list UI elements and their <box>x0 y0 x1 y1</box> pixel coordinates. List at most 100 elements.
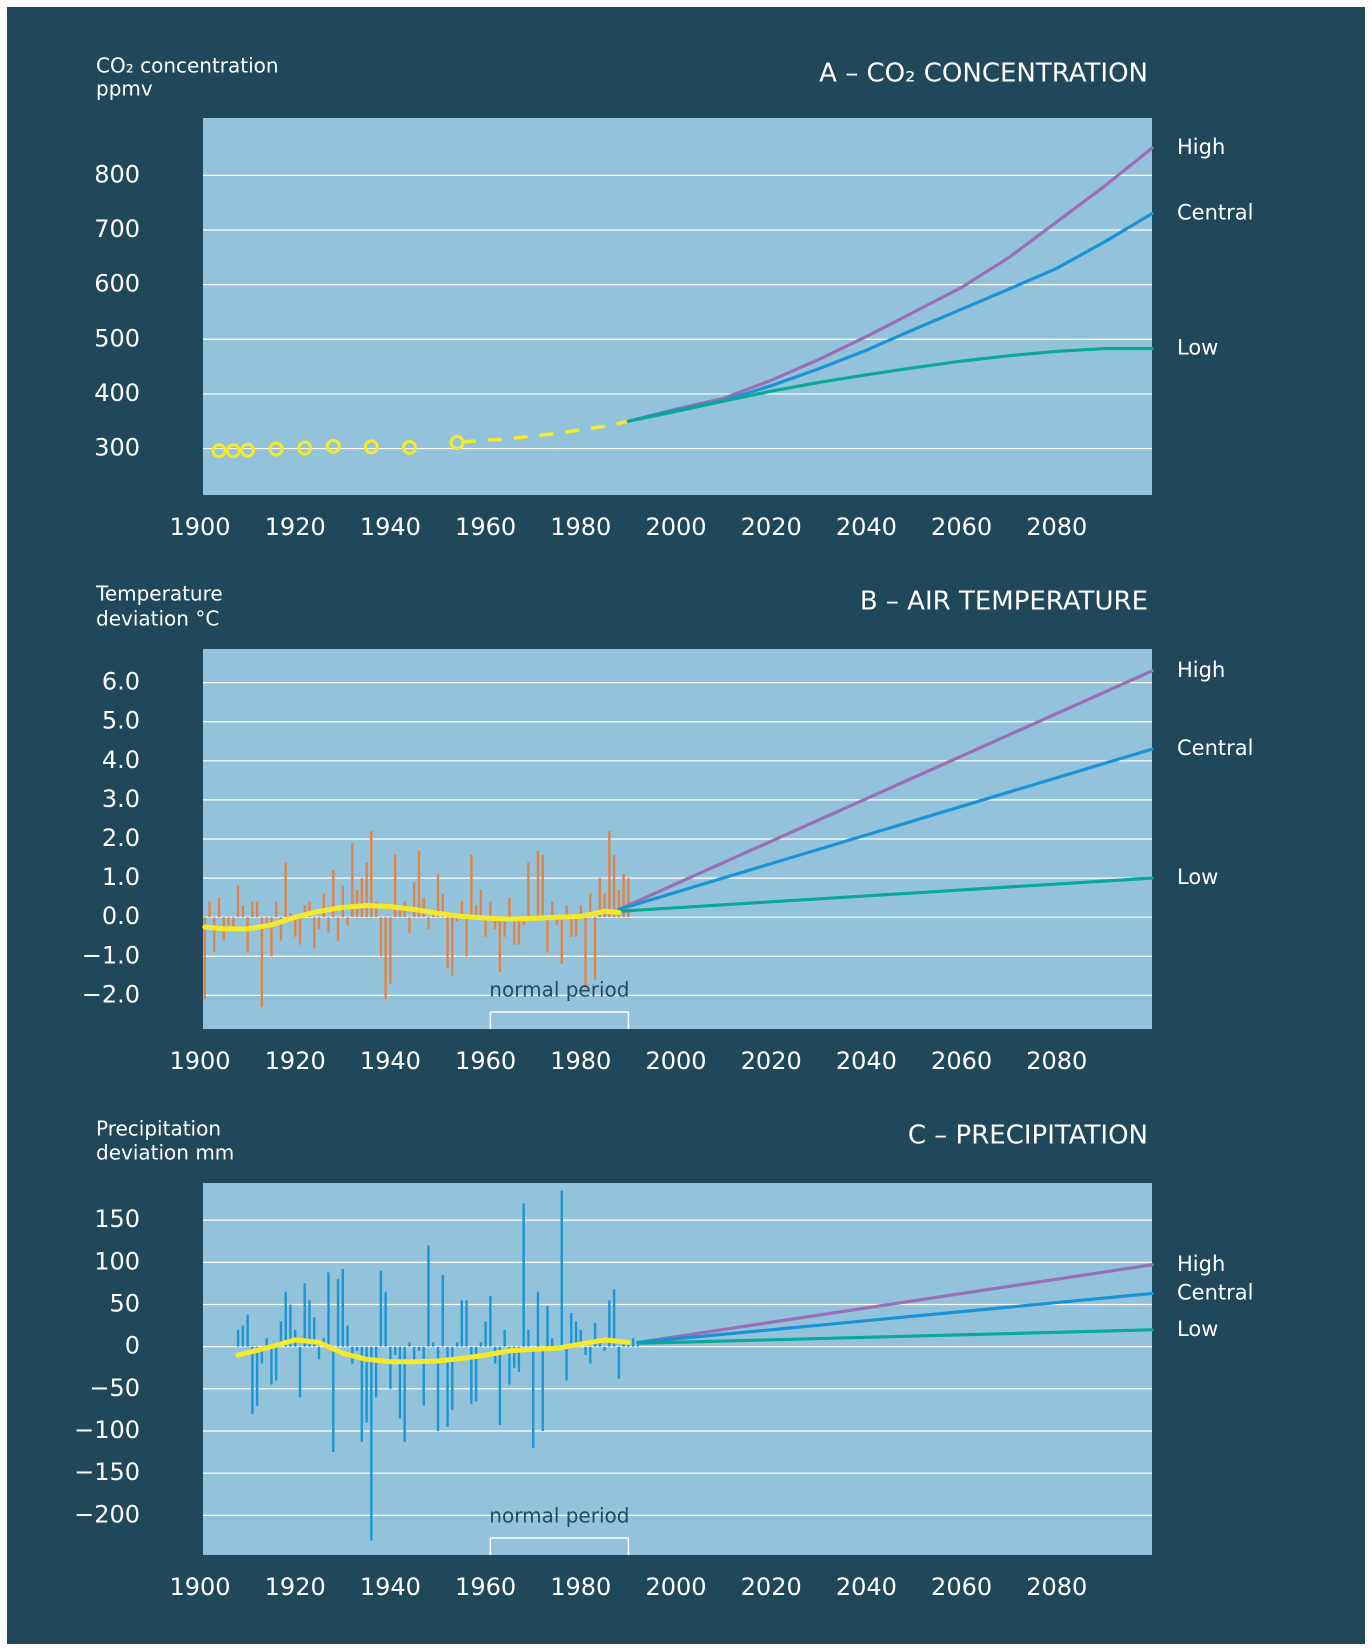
observation-bar <box>255 901 259 918</box>
observation-bar <box>417 1346 421 1351</box>
observation-bar <box>465 917 468 957</box>
y-tick-label: −150 <box>74 1458 140 1486</box>
observation-bar <box>355 1346 359 1351</box>
x-tick-label: 2020 <box>741 1573 802 1601</box>
observation-bar <box>203 917 206 1000</box>
observation-bar <box>627 878 630 918</box>
panel-title: C – PRECIPITATION <box>908 1121 1148 1151</box>
observation-bar <box>536 1291 540 1347</box>
scenario-line <box>617 747 1154 911</box>
observation-bar <box>517 1346 521 1372</box>
observation-point <box>297 440 313 456</box>
x-tick-label: 2080 <box>1026 1047 1087 1075</box>
observation-bar <box>479 1342 483 1347</box>
observation-bar <box>236 885 240 918</box>
observation-point <box>211 443 227 459</box>
observation-bar <box>570 1312 573 1347</box>
observation-bar <box>393 854 397 918</box>
x-tick-label: 2000 <box>645 513 706 541</box>
panel-title: B – AIR TEMPERATURE <box>860 587 1148 617</box>
x-tick-label: 2060 <box>931 513 992 541</box>
observation-bar <box>374 901 378 918</box>
x-tick-label: 2040 <box>836 1047 897 1075</box>
observation-bar <box>260 1346 264 1364</box>
observation-bar <box>579 905 582 918</box>
observation-bar <box>460 901 463 918</box>
x-tick-label: 2020 <box>741 513 802 541</box>
observation-bar <box>479 889 483 918</box>
observation-bar <box>555 917 559 926</box>
x-tick-label: 1980 <box>550 513 611 541</box>
observation-bar <box>279 917 283 941</box>
observation-bar <box>251 901 254 918</box>
observation-bar <box>584 1346 587 1356</box>
observation-bar <box>432 1342 435 1347</box>
observation-bar <box>603 893 606 918</box>
observation-bar <box>370 831 373 918</box>
observation-bar <box>565 1346 568 1381</box>
observation-bar <box>208 901 211 918</box>
observation-bar <box>551 1338 554 1347</box>
observation-bar <box>284 862 287 918</box>
observation-bar <box>603 1346 606 1351</box>
observation-bar <box>255 1346 259 1406</box>
observation-bar <box>617 889 621 918</box>
observation-bar <box>327 1272 330 1347</box>
observation-bar <box>427 1245 430 1347</box>
y-axis-label: Precipitation <box>96 1117 221 1141</box>
observation-bar <box>465 1300 468 1347</box>
observation-bar <box>508 1346 511 1385</box>
observation-bar <box>260 917 264 1008</box>
observation-bar <box>379 917 383 957</box>
observation-bar <box>589 893 592 918</box>
x-tick-label: 2080 <box>1026 513 1087 541</box>
y-tick-label: 2.0 <box>102 824 140 852</box>
observation-bar <box>579 1329 582 1347</box>
observation-bar <box>541 854 544 918</box>
observation-bar <box>612 854 616 918</box>
observation-bar <box>341 1269 344 1347</box>
y-tick-label: 3.0 <box>102 785 140 813</box>
observation-bar <box>631 1338 635 1347</box>
x-tick-label: 1960 <box>455 1047 516 1075</box>
x-tick-label: 1920 <box>265 1047 326 1075</box>
y-tick-label: 800 <box>94 160 140 188</box>
y-tick-label: 700 <box>94 215 140 243</box>
observation-bar <box>327 917 330 933</box>
observation-bar <box>584 917 587 988</box>
y-tick-label: −200 <box>74 1500 140 1528</box>
x-tick-label: 1980 <box>550 1573 611 1601</box>
observation-bar <box>332 870 335 918</box>
series-label: Low <box>1177 1317 1218 1341</box>
plot-area <box>203 118 1152 495</box>
normal-period-label: normal period <box>489 978 629 1002</box>
x-tick-label: 1960 <box>455 1573 516 1601</box>
observation-bar <box>241 1325 245 1347</box>
observation-bar <box>489 901 492 918</box>
observation-bar <box>322 893 325 918</box>
observation-bar <box>298 1346 302 1398</box>
observation-bar <box>422 1346 425 1406</box>
series-label: High <box>1177 1252 1225 1276</box>
observation-bar <box>274 1346 278 1381</box>
observation-bar <box>536 850 540 918</box>
y-tick-label: 400 <box>94 379 140 407</box>
observation-bar <box>493 917 497 929</box>
series-label: High <box>1177 135 1225 159</box>
x-tick-label: 1940 <box>360 1047 421 1075</box>
observation-bar <box>517 917 521 945</box>
smoothed-line <box>202 903 622 932</box>
y-tick-label: 6.0 <box>102 668 140 696</box>
observation-bar <box>317 1346 321 1360</box>
observation-bar <box>608 1300 611 1347</box>
observation-bar <box>384 917 387 1000</box>
observation-bar <box>498 917 502 972</box>
observation-point <box>363 439 379 455</box>
observation-bar <box>398 1346 402 1419</box>
observation-bar <box>593 917 597 980</box>
observation-point <box>325 438 341 454</box>
y-tick-label: 50 <box>109 1289 140 1317</box>
observation-bar <box>617 1346 621 1379</box>
y-tick-label: 1.0 <box>102 863 140 891</box>
